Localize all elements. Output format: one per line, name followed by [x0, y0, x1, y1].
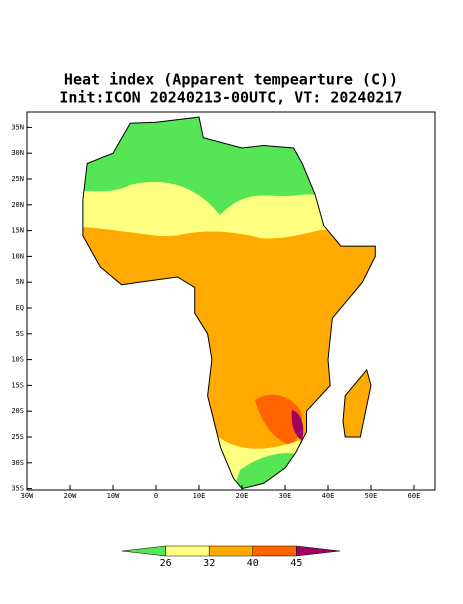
- lat-tick-label: 20S: [11, 407, 24, 415]
- map-title: Heat index (Apparent tempearture (C)): [64, 71, 398, 89]
- lat-tick-label: 5S: [16, 330, 24, 338]
- lat-tick-label: 30N: [11, 149, 24, 157]
- lat-tick-label: 20N: [11, 201, 24, 209]
- lat-tick-label: EQ: [16, 304, 24, 312]
- colorbar-segment: [121, 545, 166, 557]
- lon-tick-label: 60E: [408, 492, 421, 500]
- lon-tick-label: 20W: [64, 492, 77, 500]
- lat-tick-label: 30S: [11, 459, 24, 467]
- colorbar-label: 45: [290, 558, 302, 569]
- coastline: [82, 116, 376, 490]
- zone-extreme: [291, 410, 304, 440]
- madagascar: [342, 368, 372, 438]
- lon-tick-label: 20E: [236, 492, 249, 500]
- lat-tick-label: 10N: [11, 252, 24, 260]
- zone-very-hot: [255, 394, 302, 445]
- axis-ticks: 30W 20W 10W 0 10E 20E 30E 40E 50E 60E 35N 30N 25N 20N…: [11, 123, 420, 500]
- lon-tick-label: 40E: [322, 492, 335, 500]
- map-subtitle: Init:ICON 20240213-00UTC, VT: 20240217: [59, 89, 402, 107]
- lat-tick-label: 35S: [11, 485, 24, 493]
- colorbar-segment: [208, 545, 254, 557]
- lon-tick-label: 50E: [365, 492, 378, 500]
- lon-tick-label: 0: [154, 492, 158, 500]
- colorbar-segment: [165, 545, 210, 557]
- colorbar: 26 32 40 45: [121, 545, 341, 569]
- lon-tick-label: 30E: [279, 492, 292, 500]
- lat-tick-label: 5N: [16, 278, 24, 286]
- lon-tick-label: 10E: [193, 492, 206, 500]
- colorbar-label: 32: [203, 558, 215, 569]
- colorbar-label: 40: [247, 558, 259, 569]
- colorbar-label: 26: [160, 558, 172, 569]
- colorbar-segment: [252, 545, 297, 557]
- lat-tick-label: 25S: [11, 433, 24, 441]
- lon-tick-label: 10W: [107, 492, 120, 500]
- lon-tick-label: 30W: [21, 492, 34, 500]
- lat-tick-label: 15N: [11, 227, 24, 235]
- lat-tick-label: 25N: [11, 175, 24, 183]
- lat-tick-label: 35N: [11, 123, 24, 131]
- lat-tick-label: 10S: [11, 356, 24, 364]
- lat-tick-label: 15S: [11, 381, 24, 389]
- colorbar-segment: [296, 545, 341, 557]
